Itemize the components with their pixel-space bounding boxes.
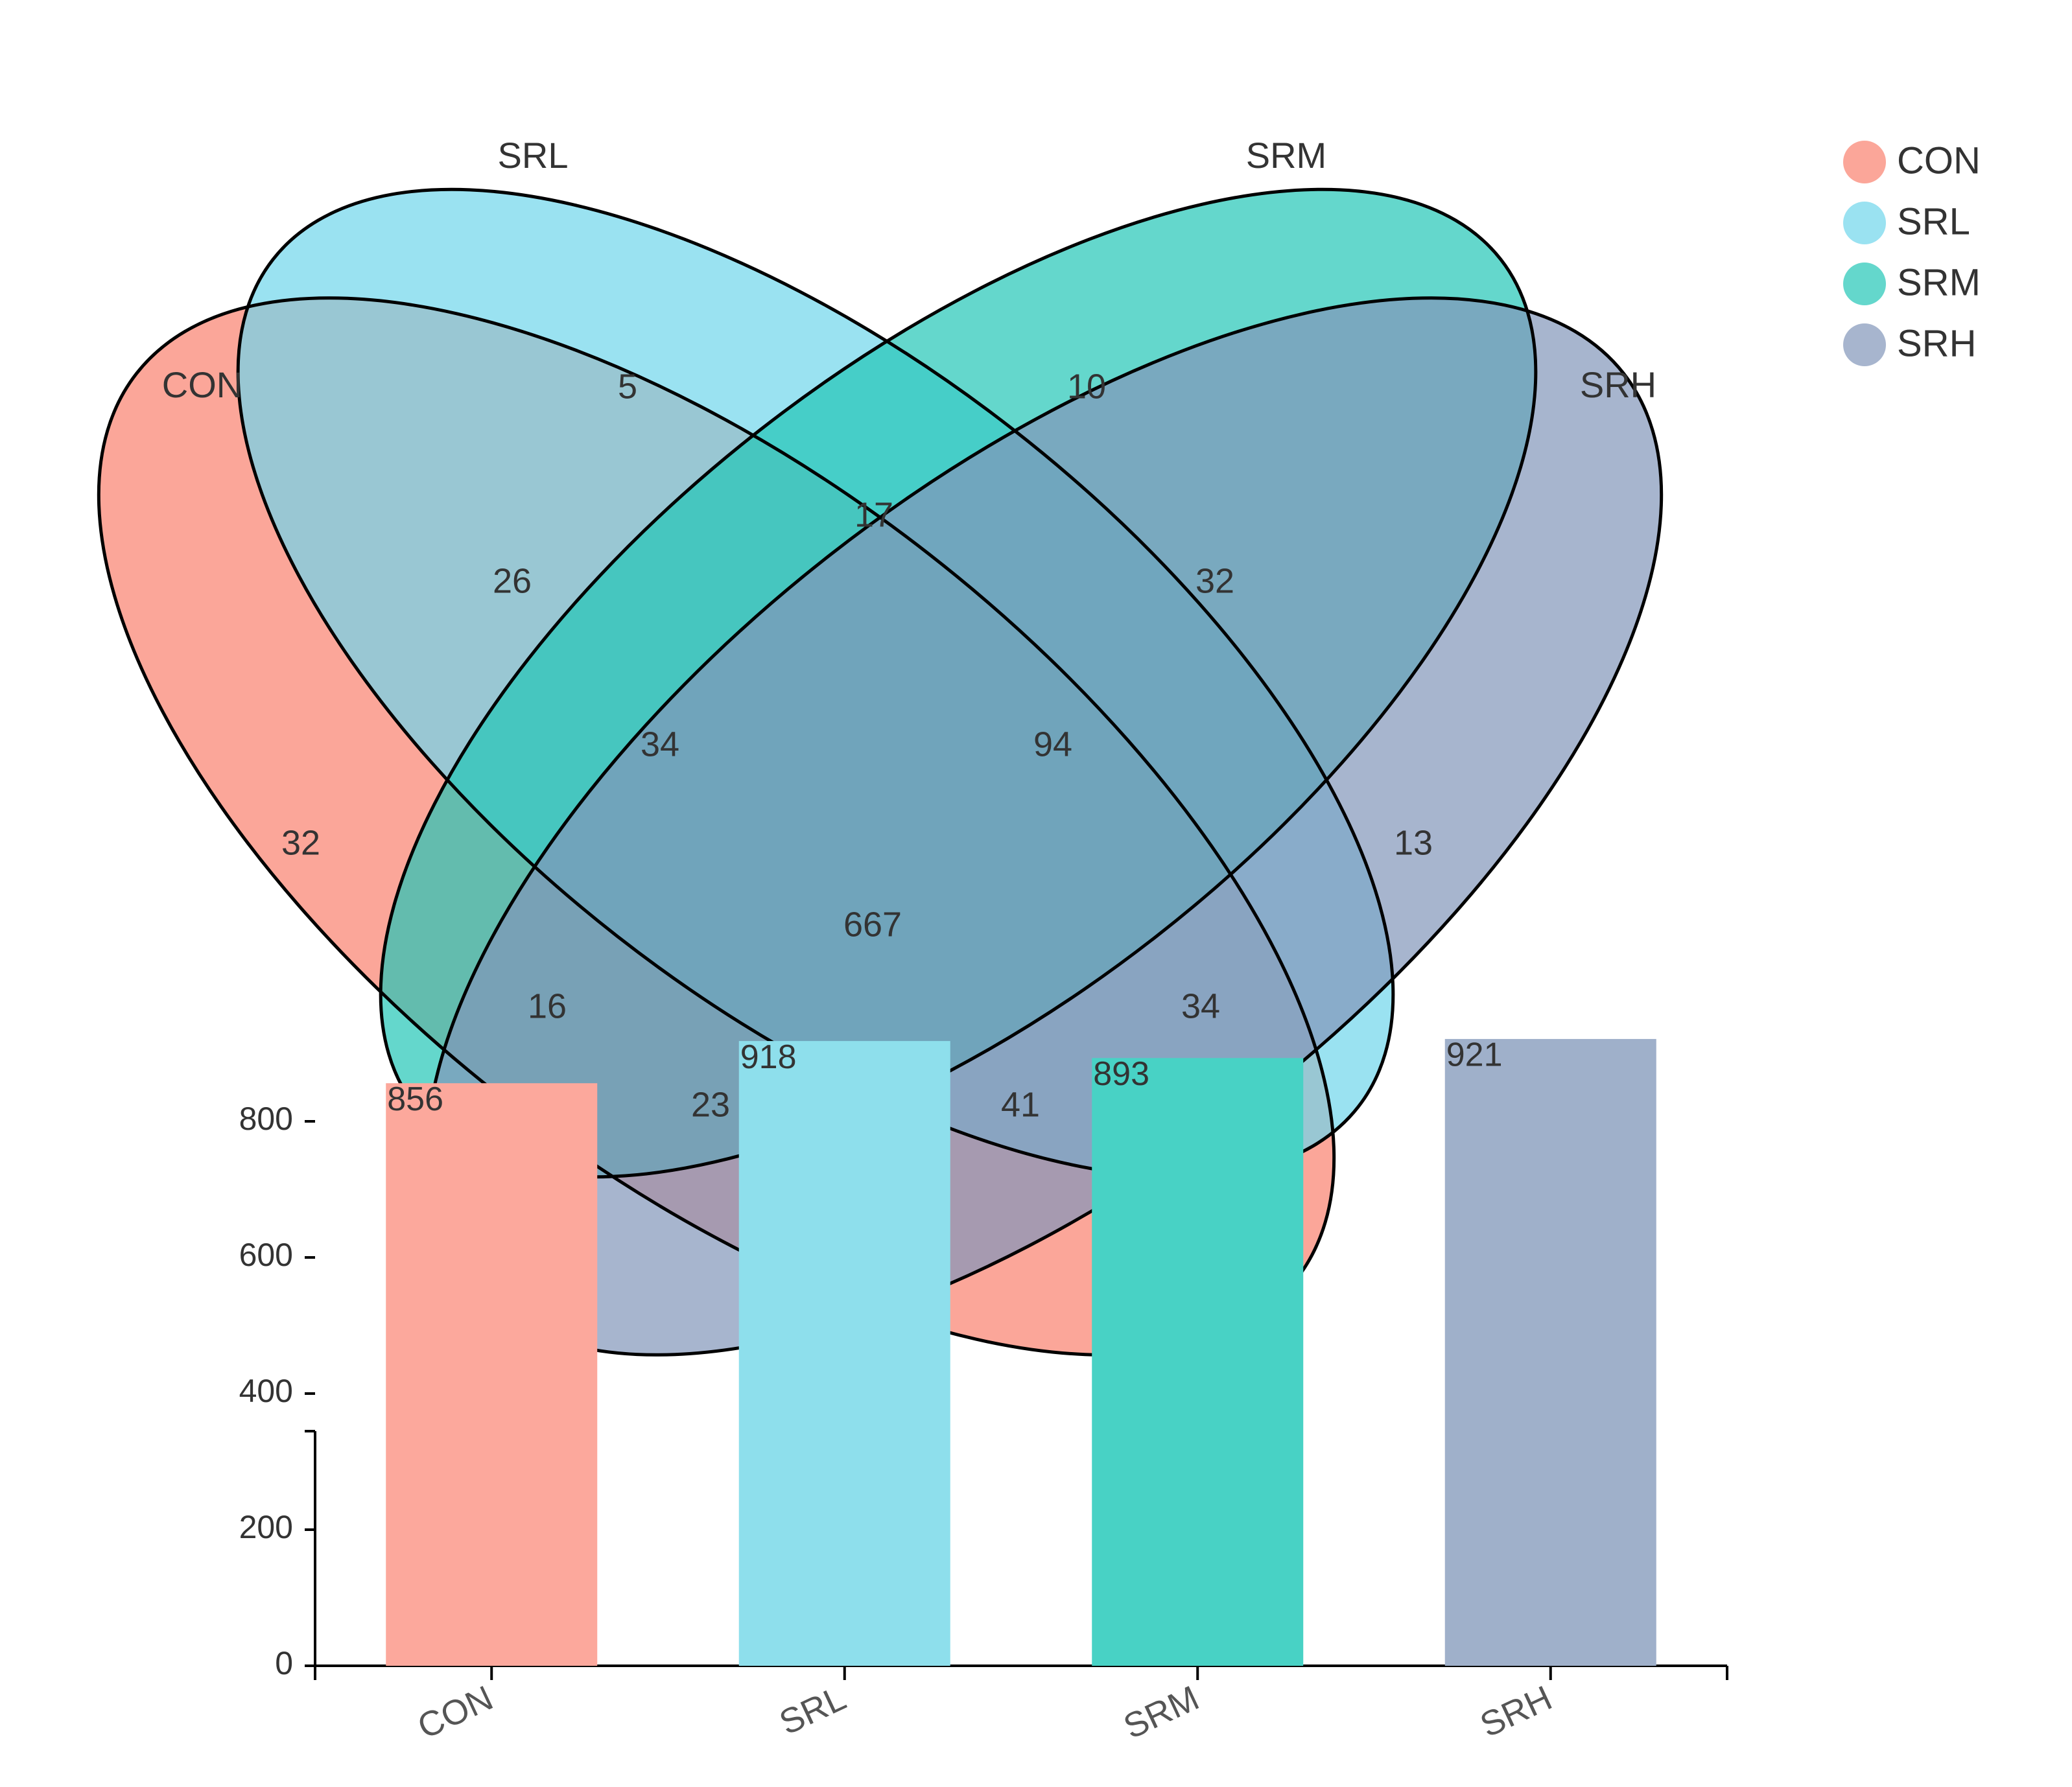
venn-region-srm: 10 xyxy=(1067,367,1106,406)
y-tick-label-400: 400 xyxy=(239,1373,293,1409)
venn-region-srm-srh: 32 xyxy=(1195,561,1234,600)
venn-diagram xyxy=(99,189,1662,1355)
venn-region-con-srm-srh: 23 xyxy=(691,1085,730,1124)
legend-swatch-con xyxy=(1843,141,1886,183)
venn-region-con-srl: 26 xyxy=(493,561,532,600)
bar-con xyxy=(386,1083,598,1666)
bar-srm xyxy=(1092,1058,1304,1666)
venn-set-label-srh: SRH xyxy=(1580,364,1656,405)
y-tick-label-800: 800 xyxy=(239,1101,293,1137)
x-tick-label-srl: SRL xyxy=(773,1678,852,1742)
venn-set-label-con: CON xyxy=(162,364,242,405)
bar-value-srh: 921 xyxy=(1446,1036,1503,1074)
legend-label-srh: SRH xyxy=(1897,322,1976,364)
legend-swatch-srm xyxy=(1843,263,1886,305)
venn-region-srl: 5 xyxy=(618,367,637,406)
bar-srh xyxy=(1444,1038,1656,1666)
bar-value-srm: 893 xyxy=(1093,1055,1149,1093)
venn-set-srh xyxy=(426,298,1662,1355)
y-tick-label-0: 0 xyxy=(275,1645,293,1681)
venn-region-con: 32 xyxy=(281,823,320,862)
x-tick-label-srh: SRH xyxy=(1474,1678,1558,1745)
venn-region-srl-srm-srh: 94 xyxy=(1033,725,1072,764)
venn-region-con-srl-srm-srh: 667 xyxy=(843,905,902,944)
venn-region-srl-srm: 17 xyxy=(854,495,893,534)
venn-region-con-srl-srm: 34 xyxy=(641,725,679,764)
venn-region-srh: 13 xyxy=(1394,823,1433,862)
legend-label-srm: SRM xyxy=(1897,261,1981,303)
legend-swatch-srl xyxy=(1843,202,1886,244)
bar-value-srl: 918 xyxy=(740,1038,797,1076)
venn-region-srl-srh: 34 xyxy=(1181,987,1220,1025)
x-tick-label-con: CON xyxy=(412,1678,499,1746)
legend-swatch-srh xyxy=(1843,323,1886,366)
venn-region-con-srm: 16 xyxy=(528,987,567,1025)
venn-set-label-srm: SRM xyxy=(1246,135,1326,176)
legend-label-con: CON xyxy=(1897,139,1981,181)
legend: CON SRL SRM SRH xyxy=(1843,139,1981,366)
bar-srl xyxy=(738,1041,950,1666)
bar-value-con: 856 xyxy=(387,1080,443,1118)
x-tick-label-srm: SRM xyxy=(1118,1678,1205,1746)
legend-label-srl: SRL xyxy=(1897,200,1970,242)
y-tick-label-200: 200 xyxy=(239,1509,293,1545)
venn-set-labels: CON SRL SRM SRH xyxy=(162,135,1656,405)
venn-region-con-srl-srh: 41 xyxy=(1001,1085,1040,1124)
y-tick-label-600: 600 xyxy=(239,1237,293,1273)
venn-set-label-srl: SRL xyxy=(498,135,569,176)
